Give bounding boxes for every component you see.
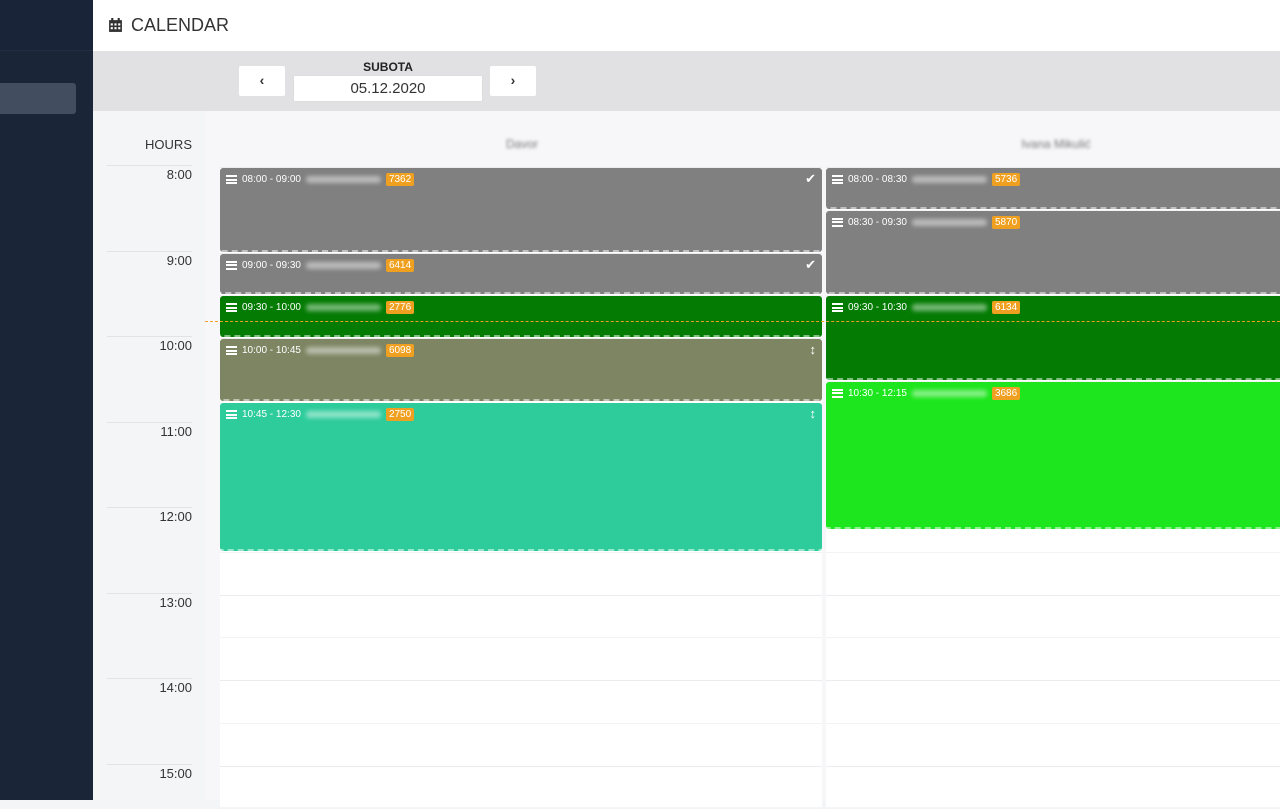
appointment[interactable]: 08:00 - 08:30 5736 [826,168,1280,209]
appointment-badge: 7362 [385,173,415,186]
calendar-icon [109,18,122,32]
page-header: CALENDAR [93,0,1280,51]
appointment-time: 10:45 - 12:30 [242,409,301,421]
grid-line [826,765,1280,767]
menu-icon[interactable] [226,410,237,420]
appointment-badge: 5736 [991,173,1021,186]
grid-line [826,637,1280,639]
appointment-badge: 6098 [385,344,415,357]
hour-label: 15:00 [107,763,192,784]
appointment-time: 10:30 - 12:15 [848,387,907,399]
appointment-time: 10:00 - 10:45 [242,345,301,356]
grid-line [220,765,822,767]
appointment[interactable]: 10:00 - 10:45 6098 ↕ [220,339,822,402]
grid-line [826,167,1280,168]
grid-line [826,594,1280,596]
menu-icon[interactable] [832,388,843,398]
menu-icon[interactable] [226,303,237,313]
appointment[interactable]: 08:30 - 09:30 5870 [826,210,1280,295]
hours-column: HOURS 8:00 9:00 10:00 11:00 12:00 13:00 14:00 1… [93,111,205,800]
appointment-time: 09:30 - 10:00 [242,302,301,314]
hour-label: 9:00 [107,250,192,271]
grid-line [220,167,822,168]
grid-line [220,551,822,553]
client-name-blurred [305,411,381,419]
appointment-badge: 5870 [991,215,1021,229]
appointment[interactable]: 10:45 - 12:30 2750 ↕ [220,403,822,551]
hours-label: HOURS [145,137,192,152]
appointment-badge: 2750 [385,408,415,422]
current-time-line [205,320,1280,322]
page-title: CALENDAR [131,15,230,35]
grid-line [826,209,1280,211]
menu-icon[interactable] [832,175,843,184]
grid-line [220,338,822,339]
appointment-badge: 6134 [991,301,1021,315]
grid-line [826,295,1280,297]
next-day-button[interactable]: › [490,66,536,96]
client-name-blurred [911,176,987,183]
menu-icon[interactable] [832,217,843,227]
column-header: Davor [505,137,538,151]
appointment-time: 09:30 - 10:30 [848,302,907,314]
date-field[interactable]: 05.12.2020 [293,75,483,102]
resize-icon[interactable]: ↕ [809,406,817,422]
grid-line [220,252,822,254]
grid-line [220,295,822,297]
client-name-blurred [305,176,381,183]
prev-day-button[interactable]: ‹ [239,66,285,96]
sidebar [0,0,93,800]
appointment[interactable]: 09:30 - 10:30 6134 [826,296,1280,380]
hour-label: 10:00 [107,336,192,356]
check-icon: ✔ [805,171,816,186]
hour-label: 8:00 [107,165,192,185]
resize-icon[interactable]: ↕ [809,342,817,357]
day-name: SUBOTA [363,60,413,74]
grid-line [826,722,1280,724]
client-name-blurred [911,218,987,226]
sidebar-item-active[interactable] [0,83,76,114]
appointment[interactable]: 10:30 - 12:15 3686 [826,381,1280,530]
grid-line [220,680,822,681]
grid-line [826,551,1280,553]
appointment-badge: 2776 [385,301,415,315]
appointment[interactable]: 09:30 - 10:00 2776 [220,296,822,337]
hour-label: 11:00 [107,421,192,442]
calendar-grid: Davor 08:00 - 09:00 7362 ✔ 09:00 - 09:30 … [205,111,1280,809]
appointment-time: 08:00 - 08:30 [848,174,907,185]
grid-line [826,680,1280,681]
check-icon: ✔ [805,256,816,272]
appointment-time: 08:00 - 09:00 [242,174,301,185]
grid-line [220,637,822,639]
menu-icon[interactable] [226,260,237,270]
sidebar-logo-area [0,0,93,51]
hour-label: 13:00 [107,592,192,613]
client-name-blurred [305,261,381,269]
appointment-time: 09:00 - 09:30 [242,259,301,271]
client-name-blurred [911,304,987,312]
client-name-blurred [911,389,987,397]
grid-line [220,722,822,724]
menu-icon[interactable] [832,303,843,313]
date-toolbar: ‹ SUBOTA 05.12.2020 › [93,51,1280,111]
appointment[interactable]: 09:00 - 09:30 6414 ✔ [220,253,822,295]
grid-line [826,380,1280,382]
client-name-blurred [305,347,381,354]
client-name-blurred [305,304,381,312]
appointment[interactable]: 08:00 - 09:00 7362 ✔ [220,168,822,252]
appointment-time: 08:30 - 09:30 [848,216,907,228]
menu-icon[interactable] [226,346,237,355]
menu-icon[interactable] [226,175,237,184]
appointment-badge: 3686 [991,386,1021,400]
grid-line [220,594,822,596]
hour-label: 14:00 [107,678,192,698]
column-header: Ivana Mikulić [1021,137,1091,151]
appointment-badge: 6414 [385,258,415,272]
hour-label: 12:00 [107,507,192,527]
